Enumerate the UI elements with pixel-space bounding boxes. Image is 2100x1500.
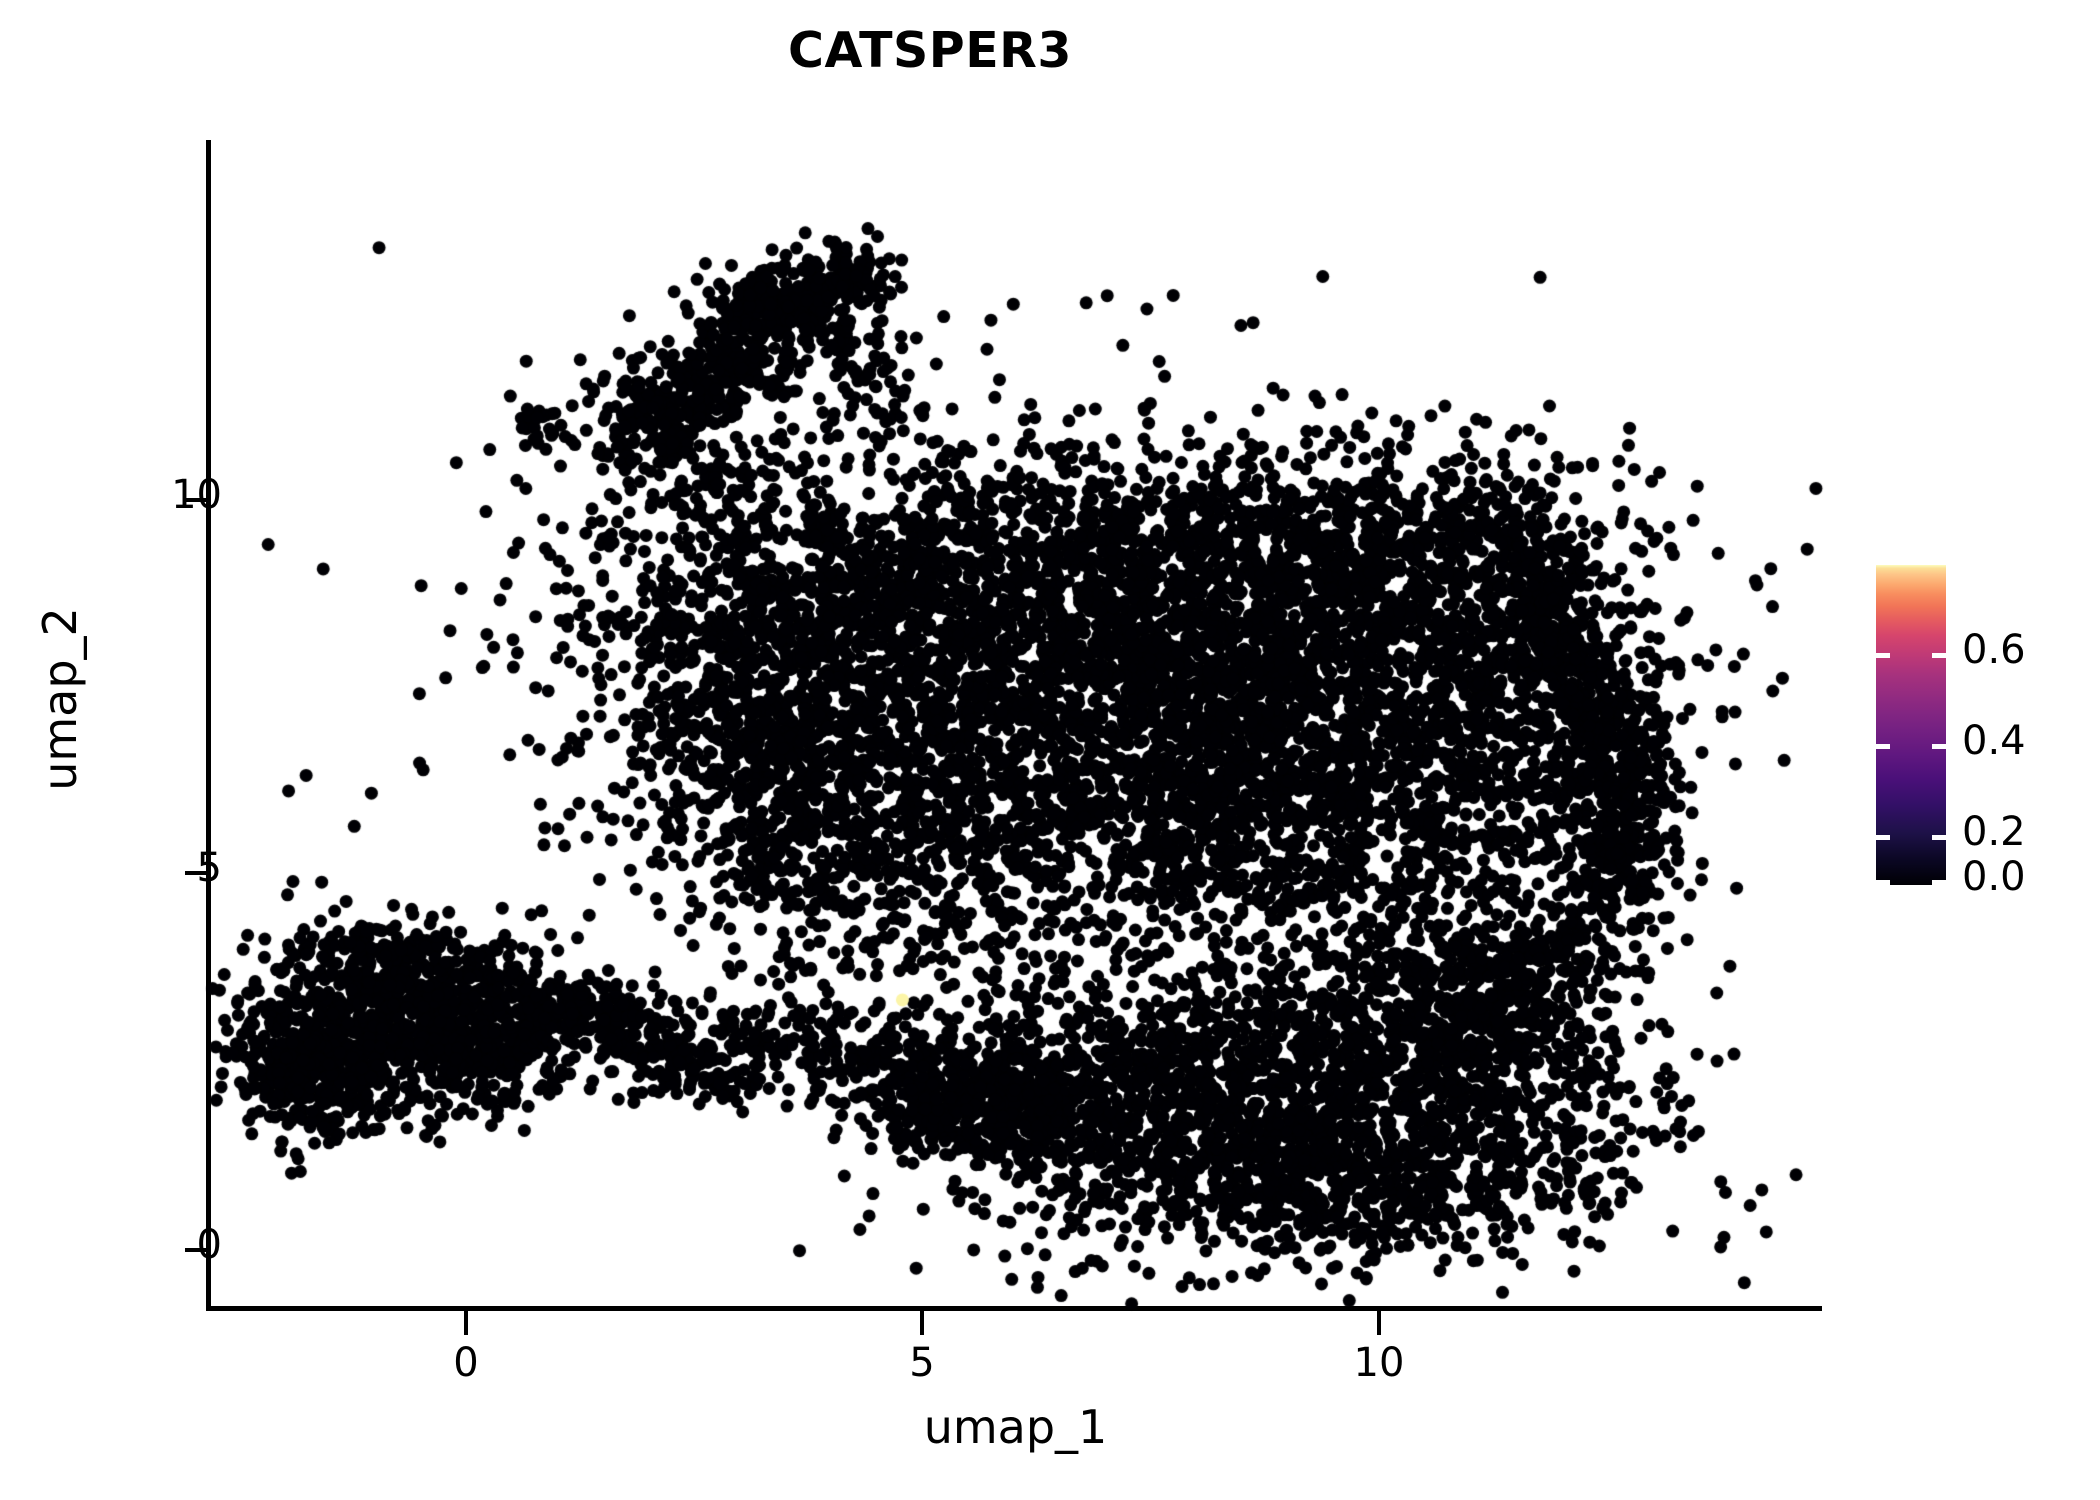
y-tick-mark-5	[185, 871, 209, 875]
x-tick-mark-5	[920, 1311, 924, 1335]
colorbar-gradient	[1876, 565, 1946, 885]
y-tick-label-0: 0	[196, 1222, 222, 1268]
colorbar-label-0.2: 0.2	[1962, 809, 2026, 855]
colorbar-label-0.4: 0.4	[1962, 718, 2026, 764]
colorbar-tick-mark-0.6-right	[1932, 653, 1946, 658]
colorbar-tick-mark-0.0-right	[1932, 880, 1946, 885]
x-axis-spine	[206, 1306, 1822, 1311]
colorbar-tick-mark-0.6	[1876, 653, 1890, 658]
colorbar-tick-mark-0.2	[1876, 835, 1890, 840]
colorbar: 0.6 0.4 0.2 0.0	[1876, 565, 2026, 900]
y-tick-mark-0	[185, 1248, 209, 1252]
x-tick-mark-10	[1377, 1311, 1381, 1335]
colorbar-tick-mark-0.0	[1876, 880, 1890, 885]
chart-title: CATSPER3	[787, 22, 1072, 79]
x-tick-label-10: 10	[1353, 1340, 1405, 1386]
x-tick-mark-0	[464, 1311, 468, 1335]
x-tick-label-0: 0	[453, 1340, 479, 1386]
colorbar-label-0.0: 0.0	[1962, 854, 2026, 900]
colorbar-label-0.6: 0.6	[1962, 627, 2026, 673]
y-tick-label-10: 10	[171, 472, 222, 518]
y-tick-mark-10	[185, 498, 209, 502]
y-axis-spine	[206, 140, 211, 1310]
x-tick-label-5: 5	[909, 1340, 935, 1386]
y-tick-label-5: 5	[196, 845, 222, 891]
colorbar-tick-mark-0.4-right	[1932, 744, 1946, 749]
colorbar-tick-mark-0.4	[1876, 744, 1890, 749]
x-axis-label: umap_1	[923, 1400, 1108, 1454]
colorbar-tick-mark-0.2-right	[1932, 835, 1946, 840]
y-axis-label: umap_2	[33, 607, 87, 791]
